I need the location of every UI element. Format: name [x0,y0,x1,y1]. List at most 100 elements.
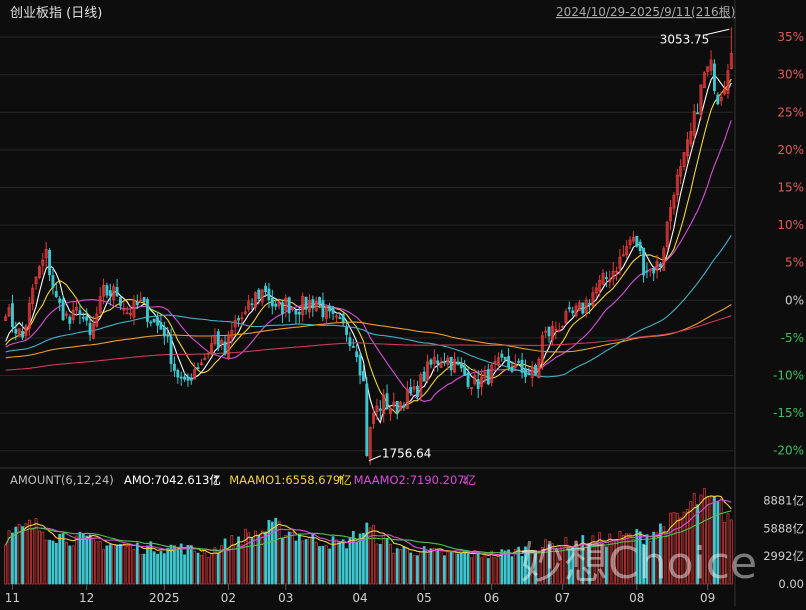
candle [162,321,166,345]
amount-bar [675,513,679,585]
amount-bar [331,536,335,585]
amount-bar [51,540,55,585]
amount-bar [719,498,723,585]
amount-bar [14,526,18,585]
amount-bar [176,548,180,585]
candle [206,351,210,359]
candle [230,321,234,345]
amount-bar [598,532,602,585]
amount-bar [483,555,487,585]
candle [368,426,372,465]
candle [729,27,733,70]
amount-bar [220,545,224,585]
amount-bar [200,554,203,585]
date-range-link[interactable]: 2024/10/29-2025/9/11(216根) [556,5,735,19]
candle [48,247,52,281]
candle [199,359,203,366]
candle [480,368,484,396]
amount-bar [27,519,31,585]
candle [186,373,190,387]
candle [284,294,288,318]
amount-y-tick-label: 5888亿 [763,522,804,536]
amount-bar [348,537,352,585]
candle [183,372,187,382]
amount-bar [389,543,392,585]
amount-bar [189,545,193,585]
amount-bar [507,549,510,585]
amount-bar [375,543,379,585]
candle [699,84,703,121]
candle [108,283,112,306]
chart-title: 创业板指 (日线) [10,6,102,21]
candle [365,377,369,457]
amount-bar [44,539,48,585]
amount-bar [436,548,440,585]
amount-bar [159,551,163,585]
candle [166,326,170,343]
amount-bar [665,534,669,585]
amount-bar [254,530,257,585]
candle [520,353,524,379]
amount-bar [540,547,544,585]
candle [135,294,139,310]
amount-bar [85,535,89,585]
amount-y-tick-label: 0.00 [778,577,804,591]
candle [405,380,409,410]
amount-legend-arrow: ↑ [211,473,221,487]
candle [665,220,669,250]
candle [399,401,403,412]
candle [341,312,345,327]
y-tick-label: -15% [773,406,804,420]
amount-bar [243,528,247,585]
amount-bar [399,549,402,585]
candle [658,261,662,272]
amount-bar [378,544,382,585]
amount-bar [416,555,419,585]
amount-bar [513,549,517,585]
amount-bar [318,546,321,585]
candle [338,313,342,320]
amount-bars [4,488,733,585]
candle [331,306,335,321]
amount-bar [459,552,463,585]
amount-bar [7,530,11,585]
amount-bar [510,556,514,585]
amount-ma-maamo2 [5,499,732,556]
candle [78,304,82,325]
candle [550,320,554,346]
candle [24,323,28,340]
amount-bar [58,534,62,585]
candle [446,355,450,371]
price-y-axis: 35% 30% 25% 20% 15% 10% 5% 0% -5% -10% -15% -20% [773,30,804,458]
x-tick-label: 09 [700,591,715,605]
amount-bar [395,548,399,585]
amount-bar [311,533,315,585]
candle [280,299,284,324]
y-tick-label: 35% [777,30,804,44]
candle [240,311,244,327]
x-tick-label: 12 [79,591,94,605]
amount-bar [98,540,102,585]
candle [348,332,352,351]
low-pointer [368,455,382,462]
candle [226,330,230,360]
amount-bar [591,535,595,585]
candle [274,297,278,311]
amount-bar [186,545,190,585]
candle [422,366,426,382]
candle [642,247,646,283]
candle [679,159,683,185]
amount-bar [463,551,467,585]
y-tick-label: 25% [777,105,804,119]
amount-bar [230,535,234,585]
candle [571,306,575,317]
candle [129,305,133,319]
amount-bar [213,547,217,585]
y-tick-label: 20% [777,143,804,157]
candle [44,242,48,268]
amount-bar [267,519,271,585]
amount-bar [179,543,183,585]
candle [98,287,102,315]
candle [304,296,308,315]
